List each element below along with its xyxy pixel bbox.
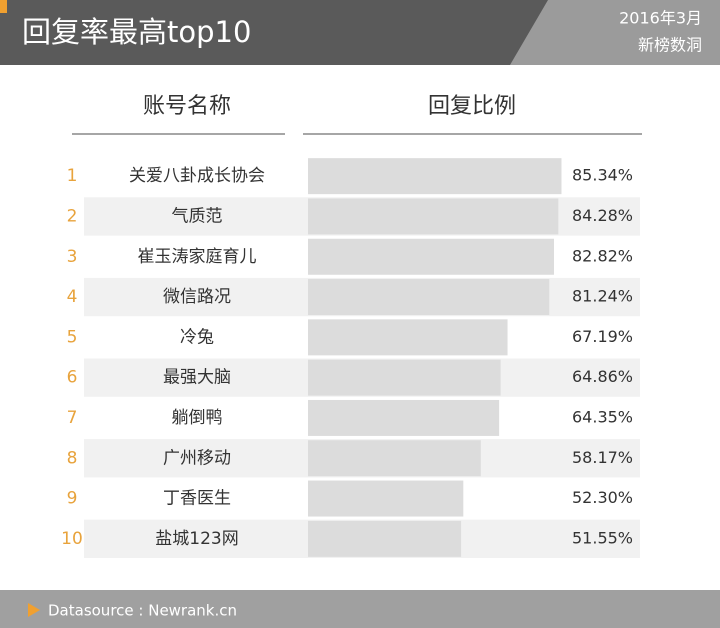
rank-label: 9 bbox=[67, 489, 78, 509]
value-label: 84.28% bbox=[572, 206, 633, 225]
rank-label: 1 bbox=[67, 166, 78, 186]
bar bbox=[308, 158, 562, 195]
category-label: 最强大脑 bbox=[163, 368, 231, 388]
category-label: 微信路况 bbox=[163, 287, 231, 307]
bar bbox=[308, 359, 501, 396]
bar bbox=[308, 480, 464, 517]
bar bbox=[308, 440, 481, 477]
footer-marker bbox=[28, 603, 40, 617]
value-label: 64.35% bbox=[572, 407, 633, 426]
category-label: 崔玉涛家庭育儿 bbox=[138, 247, 257, 267]
rank-label: 4 bbox=[67, 287, 78, 307]
bar bbox=[308, 520, 462, 557]
date-label: 2016年3月 bbox=[619, 9, 702, 28]
category-label: 冷兔 bbox=[180, 327, 214, 347]
category-label: 气质范 bbox=[172, 206, 223, 226]
brand-label: 新榜数洞 bbox=[638, 36, 702, 55]
category-label: 躺倒鸭 bbox=[172, 408, 223, 428]
rank-label: 6 bbox=[67, 368, 78, 388]
header-marker bbox=[0, 0, 7, 13]
source-label: Datasource : Newrank.cn bbox=[48, 602, 237, 620]
rank-label: 3 bbox=[67, 247, 78, 267]
value-label: 51.55% bbox=[572, 528, 633, 547]
value-label: 52.30% bbox=[572, 488, 633, 507]
category-label: 关爱八卦成长协会 bbox=[129, 166, 265, 186]
bar bbox=[308, 198, 559, 235]
bar bbox=[308, 279, 550, 316]
category-label: 广州移动 bbox=[163, 448, 231, 468]
column-header: 账号名称 bbox=[143, 94, 231, 119]
bar bbox=[308, 238, 554, 275]
bar bbox=[308, 399, 500, 436]
value-label: 64.86% bbox=[572, 367, 633, 386]
rank-label: 5 bbox=[67, 327, 78, 347]
category-label: 盐城123网 bbox=[155, 529, 238, 549]
category-label: 丁香医生 bbox=[163, 489, 231, 509]
header-accent bbox=[510, 0, 720, 65]
value-label: 85.34% bbox=[572, 166, 633, 185]
rank-label: 8 bbox=[67, 448, 78, 468]
column-header: 回复比例 bbox=[428, 94, 516, 119]
value-label: 82.82% bbox=[572, 246, 633, 265]
bar bbox=[308, 319, 508, 356]
value-label: 58.17% bbox=[572, 448, 633, 467]
chart-title: 回复率最高top10 bbox=[22, 15, 251, 49]
footer-band bbox=[0, 590, 720, 628]
rank-label: 7 bbox=[67, 408, 78, 428]
rank-label: 10 bbox=[61, 529, 83, 549]
rank-label: 2 bbox=[67, 206, 78, 226]
value-label: 81.24% bbox=[572, 287, 633, 306]
value-label: 67.19% bbox=[572, 327, 633, 346]
